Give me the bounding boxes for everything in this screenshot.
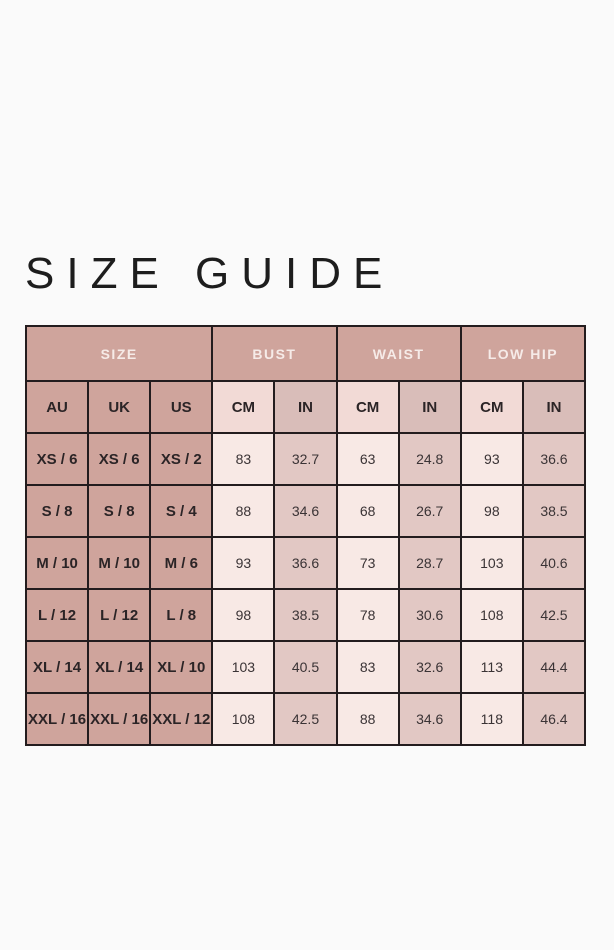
size-cell: L / 8 [149,588,214,642]
table-row: M / 10 M / 10 M / 6 93 36.6 73 28.7 103 40.6 [24,536,587,590]
table-row: XXL / 16 XXL / 16 XXL / 12 108 42.5 88 34.6 118… [24,692,587,746]
measurement-cell: 93 [211,536,276,590]
measurement-cell: 93 [459,432,524,486]
size-guide-table: SIZE BUST WAIST LOW HIP AU UK US CM IN CM IN CM IN … [24,325,587,746]
size-cell: M / 10 [24,536,90,590]
measurement-cell: 103 [459,536,524,590]
size-cell: XXL / 16 [24,692,90,746]
size-cell: XL / 14 [24,640,90,694]
measurement-cell: 98 [211,588,276,642]
measurement-cell: 88 [211,484,276,538]
measurement-cell: 28.7 [397,536,462,590]
column-header-bust-in: IN [273,380,338,434]
measurement-cell: 108 [211,692,276,746]
measurement-cell: 98 [459,484,524,538]
size-cell: XS / 6 [87,432,152,486]
measurement-cell: 32.6 [397,640,462,694]
column-header-uk: UK [87,380,152,434]
size-cell: XS / 6 [24,432,90,486]
size-cell: XXL / 12 [149,692,214,746]
column-header-waist-in: IN [397,380,462,434]
column-header-row: AU UK US CM IN CM IN CM IN [24,380,587,434]
measurement-cell: 42.5 [273,692,338,746]
table-row: L / 12 L / 12 L / 8 98 38.5 78 30.6 108 42.5 [24,588,587,642]
measurement-cell: 83 [335,640,400,694]
measurement-cell: 113 [459,640,524,694]
measurement-cell: 68 [335,484,400,538]
size-cell: L / 12 [24,588,90,642]
size-cell: M / 10 [87,536,152,590]
measurement-cell: 42.5 [521,588,587,642]
column-header-bust-cm: CM [211,380,276,434]
size-cell: XXL / 16 [87,692,152,746]
measurement-cell: 118 [459,692,524,746]
size-cell: S / 8 [87,484,152,538]
size-cell: L / 12 [87,588,152,642]
measurement-cell: 44.4 [521,640,587,694]
measurement-cell: 88 [335,692,400,746]
measurement-cell: 46.4 [521,692,587,746]
measurement-cell: 36.6 [521,432,587,486]
group-header-row: SIZE BUST WAIST LOW HIP [24,325,587,382]
measurement-cell: 36.6 [273,536,338,590]
measurement-cell: 40.6 [521,536,587,590]
measurement-cell: 34.6 [273,484,338,538]
measurement-cell: 24.8 [397,432,462,486]
size-cell: M / 6 [149,536,214,590]
page-title: SIZE GUIDE [25,249,395,298]
measurement-cell: 103 [211,640,276,694]
table-body: XS / 6 XS / 6 XS / 2 83 32.7 63 24.8 93 36.6 S / … [24,432,587,746]
column-header-lowhip-in: IN [521,380,587,434]
measurement-cell: 63 [335,432,400,486]
table-row: XL / 14 XL / 14 XL / 10 103 40.5 83 32.6 113 44.… [24,640,587,694]
group-header-low-hip: LOW HIP [459,325,587,382]
group-header-bust: BUST [211,325,338,382]
size-cell: XL / 14 [87,640,152,694]
measurement-cell: 78 [335,588,400,642]
size-cell: XS / 2 [149,432,214,486]
column-header-us: US [149,380,214,434]
measurement-cell: 32.7 [273,432,338,486]
measurement-cell: 73 [335,536,400,590]
measurement-cell: 40.5 [273,640,338,694]
table-head: SIZE BUST WAIST LOW HIP AU UK US CM IN CM IN CM IN [24,325,587,434]
size-cell: S / 8 [24,484,90,538]
measurement-cell: 38.5 [273,588,338,642]
group-header-size: SIZE [24,325,214,382]
measurement-cell: 26.7 [397,484,462,538]
measurement-cell: 30.6 [397,588,462,642]
measurement-cell: 38.5 [521,484,587,538]
column-header-au: AU [24,380,90,434]
group-header-waist: WAIST [335,325,462,382]
column-header-lowhip-cm: CM [459,380,524,434]
size-cell: XL / 10 [149,640,214,694]
measurement-cell: 108 [459,588,524,642]
measurement-cell: 34.6 [397,692,462,746]
column-header-waist-cm: CM [335,380,400,434]
table-row: XS / 6 XS / 6 XS / 2 83 32.7 63 24.8 93 36.6 [24,432,587,486]
measurement-cell: 83 [211,432,276,486]
size-cell: S / 4 [149,484,214,538]
